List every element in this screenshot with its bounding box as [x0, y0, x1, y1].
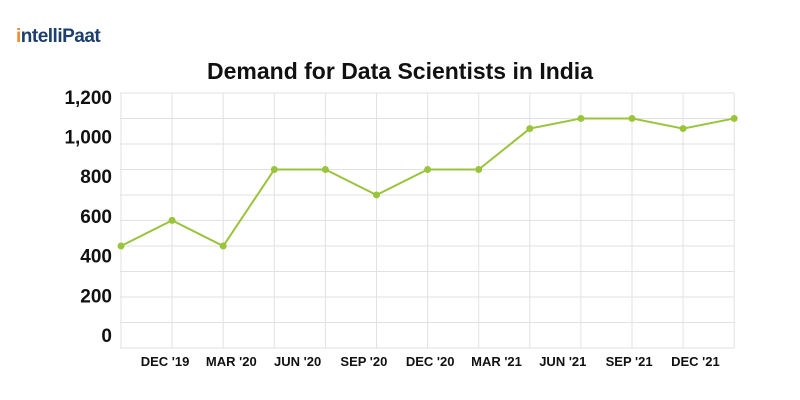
data-point	[219, 242, 227, 250]
data-point	[321, 166, 329, 174]
x-tick-label: MAR '20	[206, 354, 257, 369]
data-point	[373, 191, 380, 199]
x-tick-label: MAR '21	[471, 354, 522, 369]
data-point	[679, 125, 687, 133]
data-point	[730, 114, 738, 122]
y-tick-label: 200	[80, 286, 112, 307]
y-tick-label: 800	[80, 167, 112, 188]
y-tick-label: 0	[101, 326, 112, 347]
x-tick-label: DEC '19	[141, 354, 190, 369]
y-tick-label: 1,200	[64, 88, 112, 109]
data-point	[168, 216, 176, 224]
x-tick-label: DEC '20	[406, 354, 455, 369]
y-tick-label: 600	[80, 207, 112, 228]
x-tick-label: JUN '20	[274, 354, 321, 369]
y-tick-label: 400	[80, 247, 112, 268]
chart-title: Demand for Data Scientists in India	[207, 58, 593, 84]
x-tick-label: JUN '21	[539, 354, 586, 369]
intellipaat-logo: intelliPaat	[16, 26, 101, 47]
x-tick-label: SEP '21	[606, 354, 653, 369]
x-tick-label: SEP '20	[340, 354, 387, 369]
data-point	[270, 166, 278, 174]
data-point	[475, 166, 483, 174]
data-point	[577, 114, 585, 122]
data-point	[526, 125, 534, 133]
x-tick-label: DEC '21	[671, 354, 720, 369]
data-point	[628, 114, 636, 122]
y-tick-label: 1,000	[64, 128, 112, 149]
data-point	[117, 242, 125, 250]
data-point	[424, 166, 432, 174]
